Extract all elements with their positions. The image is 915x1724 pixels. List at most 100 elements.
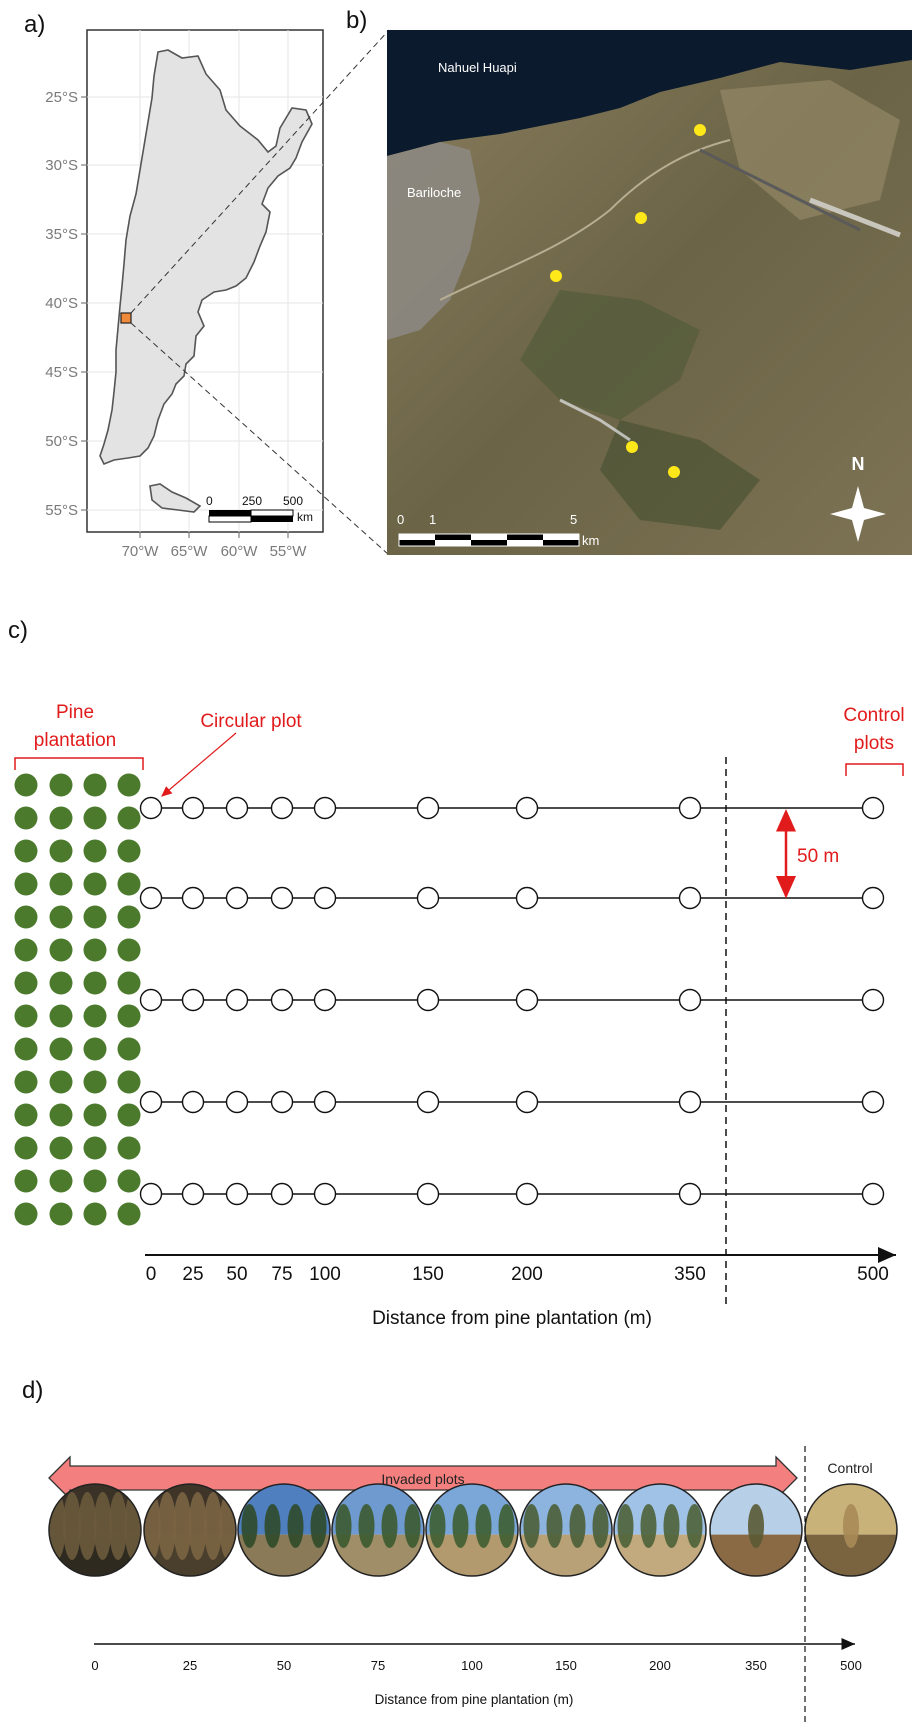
spacing-label: 50 m [797, 846, 839, 867]
lat-tick-label: 35°S [45, 226, 78, 243]
circular-plot [861, 988, 885, 1012]
sampling-site-marker [550, 270, 562, 282]
pine-tree-icon [83, 1169, 107, 1193]
pine-tree-icon [14, 806, 38, 830]
distance-label: 500 [857, 1264, 889, 1285]
pine-trees [14, 773, 141, 1226]
circular-plot [313, 1090, 337, 1114]
circular-plot [678, 1182, 702, 1206]
pine-tree-icon [117, 806, 141, 830]
pine-tree-icon [117, 1136, 141, 1160]
lat-tick-label: 50°S [45, 433, 78, 450]
control-bracket [845, 763, 904, 776]
distance-label: 75 [271, 1264, 292, 1285]
pine-tree-icon [49, 1103, 73, 1127]
pine-tree-icon [117, 1004, 141, 1028]
circular-plot [139, 886, 163, 910]
pine-tree-icon [14, 1037, 38, 1061]
lon-tick-label: 70°W [122, 543, 160, 560]
sampling-site-marker [626, 441, 638, 453]
pine-tree-icon [83, 1037, 107, 1061]
pine-tree-icon [49, 872, 73, 896]
invaded-plot-photo [331, 1483, 425, 1577]
circular-plot [416, 1182, 440, 1206]
city-label: Bariloche [407, 185, 461, 200]
circular-plot [313, 886, 337, 910]
road [439, 139, 731, 301]
pine-tree-icon [117, 773, 141, 797]
pine-tree-icon [117, 839, 141, 863]
circular-plot [139, 796, 163, 820]
pine-tree-icon [83, 1070, 107, 1094]
lat-tick-label: 45°S [45, 364, 78, 381]
circular-plot [313, 1182, 337, 1206]
sampling-site-marker [694, 124, 706, 136]
circular-plot [515, 1090, 539, 1114]
photo-distance-label: 350 [745, 1658, 767, 1673]
invaded-plot-photo [613, 1483, 707, 1577]
pine-tree-icon [117, 905, 141, 929]
photo-distance-label: 25 [183, 1658, 197, 1673]
distance-axis-labels: 0 25 50 75 100 150 200 350 500 [146, 1264, 889, 1285]
lon-tick-label: 60°W [221, 543, 259, 560]
study-area-marker [120, 312, 132, 324]
plot-photo-circles [48, 1483, 898, 1577]
invaded-plot-photo [425, 1483, 519, 1577]
control-label-1: Control [843, 705, 904, 726]
sampling-site-marker [635, 212, 647, 224]
sampling-site-marker [668, 466, 680, 478]
circular-plot [678, 886, 702, 910]
pine-tree-icon [14, 1202, 38, 1226]
invaded-label: Invaded plots [381, 1471, 464, 1487]
circular-plot [181, 988, 205, 1012]
panel-b-label: b) [346, 7, 367, 34]
lake-nahuel-huapi [387, 30, 912, 156]
plot-photos: Invaded plots Control plot 0255075100150… [48, 1446, 898, 1724]
pine-tree-icon [83, 1103, 107, 1127]
road-2 [699, 148, 861, 232]
lat-tick-label: 25°S [45, 89, 78, 106]
invaded-plot-photo [709, 1483, 803, 1577]
circular-plot [416, 988, 440, 1012]
lat-tick-label: 40°S [45, 295, 78, 312]
pine-tree-icon [83, 1004, 107, 1028]
scalebar-b-label-0: 0 [397, 512, 404, 527]
pine-tree-icon [83, 806, 107, 830]
transects [139, 796, 885, 1206]
circular-plot [270, 988, 294, 1012]
circular-plot [225, 1182, 249, 1206]
photo-axis-labels: 0 25 50 75 100 150 200 350 500 [91, 1658, 861, 1673]
circular-plot [861, 1182, 885, 1206]
pine-tree-icon [49, 839, 73, 863]
lat-ticks: 25°S 30°S 35°S 40°S 45°S 50°S 55°S [45, 89, 87, 519]
circular-plot [139, 1182, 163, 1206]
snow-patch [559, 398, 631, 442]
pine-tree-icon [49, 938, 73, 962]
zoom-connector-bottom [130, 322, 390, 556]
pine-tree-icon [49, 806, 73, 830]
circular-plot [139, 1090, 163, 1114]
pine-tree-icon [117, 1037, 141, 1061]
photo-distance-label: 0 [91, 1658, 98, 1673]
circular-plot [861, 796, 885, 820]
pine-tree-icon [117, 1103, 141, 1127]
scalebar-b-unit: km [582, 533, 599, 548]
circular-plot [313, 796, 337, 820]
scalebar-a-label-0: 0 [206, 494, 213, 508]
pine-tree-icon [49, 1004, 73, 1028]
pine-tree-icon [14, 872, 38, 896]
distance-label: 50 [226, 1264, 247, 1285]
pine-tree-icon [14, 971, 38, 995]
pine-tree-icon [117, 1202, 141, 1226]
pine-tree-icon [14, 1103, 38, 1127]
circular-plot [416, 1090, 440, 1114]
circular-plot-label: Circular plot [200, 711, 302, 732]
distance-label: 100 [309, 1264, 341, 1285]
pine-tree-icon [49, 773, 73, 797]
pine-tree-icon [49, 971, 73, 995]
scalebar-a-label-2: 500 [283, 494, 303, 508]
pine-tree-icon [14, 1136, 38, 1160]
pine-tree-icon [14, 1004, 38, 1028]
pine-tree-icon [49, 1136, 73, 1160]
